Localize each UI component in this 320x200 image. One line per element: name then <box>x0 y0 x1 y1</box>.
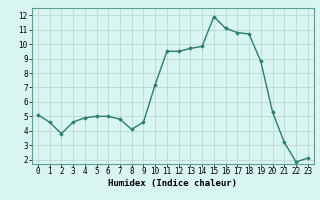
X-axis label: Humidex (Indice chaleur): Humidex (Indice chaleur) <box>108 179 237 188</box>
